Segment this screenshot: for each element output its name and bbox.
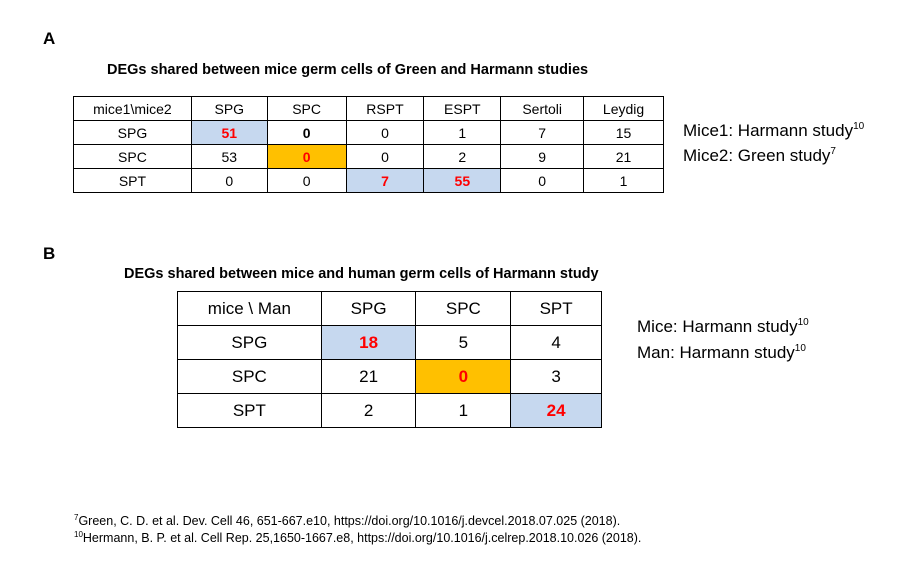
panel-a-table: mice1\mice2 SPG SPC RSPT ESPT Sertoli Le… — [73, 96, 664, 193]
table-cell: 0 — [190, 168, 268, 193]
panel-a-note-mice2: Mice2: Green study7 — [683, 146, 836, 165]
row-label: SPG — [177, 325, 322, 360]
table-cell: 4 — [510, 325, 602, 360]
table-cell: 3 — [510, 359, 602, 394]
header-cell: SPT — [510, 291, 602, 326]
row-label: SPT — [177, 393, 322, 428]
table-cell: 5 — [415, 325, 512, 360]
row-label: SPG — [73, 120, 192, 145]
table-cell: 9 — [500, 144, 585, 169]
table-cell: 1 — [415, 393, 512, 428]
table-cell: 21 — [320, 359, 417, 394]
table-cell: 21 — [583, 144, 664, 169]
panel-b-label: B — [43, 244, 56, 263]
panel-b-title: DEGs shared between mice and human germ … — [124, 266, 599, 282]
table-cell: 2 — [320, 393, 417, 428]
table-cell: 7 — [345, 168, 425, 193]
table-cell: 0 — [266, 144, 347, 169]
table-cell: 18 — [320, 325, 417, 360]
table-cell: 0 — [345, 144, 425, 169]
table-cell: 55 — [423, 168, 502, 193]
table-row: SPG 18 5 4 — [177, 325, 602, 360]
table-row: SPC 53 0 0 2 9 21 — [73, 144, 664, 169]
table-cell: 1 — [583, 168, 664, 193]
table-header-row: mice1\mice2 SPG SPC RSPT ESPT Sertoli Le… — [73, 96, 664, 121]
reference-green: 7Green, C. D. et al. Dev. Cell 46, 651-6… — [74, 513, 621, 529]
row-label: SPT — [73, 168, 192, 193]
table-row: SPG 51 0 0 1 7 15 — [73, 120, 664, 145]
table-row: SPT 0 0 7 55 0 1 — [73, 168, 664, 193]
table-cell: 0 — [345, 120, 425, 145]
table-row: SPC 21 0 3 — [177, 359, 602, 394]
panel-a-note-mice1: Mice1: Harmann study10 — [683, 121, 865, 140]
header-cell: RSPT — [345, 96, 425, 121]
table-cell: 53 — [190, 144, 268, 169]
table-cell: 2 — [423, 144, 502, 169]
panel-a-title: DEGs shared between mice germ cells of G… — [107, 62, 589, 78]
row-label: SPC — [73, 144, 192, 169]
table-cell: 0 — [266, 120, 347, 145]
header-cell: SPG — [320, 291, 417, 326]
panel-b-note-mice: Mice: Harmann study10 — [637, 317, 809, 336]
reference-hermann: 10Hermann, B. P. et al. Cell Rep. 25,165… — [74, 530, 642, 546]
panel-b-note-man: Man: Harmann study10 — [637, 343, 806, 362]
row-label: SPC — [177, 359, 322, 394]
table-cell: 15 — [583, 120, 664, 145]
table-cell: 0 — [266, 168, 347, 193]
table-cell: 0 — [500, 168, 585, 193]
table-row: SPT 2 1 24 — [177, 393, 602, 428]
table-cell: 7 — [500, 120, 585, 145]
header-cell: Sertoli — [500, 96, 585, 121]
panel-a-label: A — [43, 29, 56, 48]
header-cell: mice1\mice2 — [73, 96, 192, 121]
header-cell: Leydig — [583, 96, 664, 121]
header-cell: mice \ Man — [177, 291, 322, 326]
header-cell: SPC — [415, 291, 512, 326]
table-cell: 0 — [415, 359, 512, 394]
header-cell: SPC — [266, 96, 347, 121]
header-cell: ESPT — [423, 96, 502, 121]
header-cell: SPG — [190, 96, 268, 121]
panel-b-table: mice \ Man SPG SPC SPT SPG 18 5 4 SPC 21… — [177, 291, 602, 428]
table-cell: 1 — [423, 120, 502, 145]
table-cell: 24 — [510, 393, 602, 428]
table-header-row: mice \ Man SPG SPC SPT — [177, 291, 602, 326]
table-cell: 51 — [190, 120, 268, 145]
